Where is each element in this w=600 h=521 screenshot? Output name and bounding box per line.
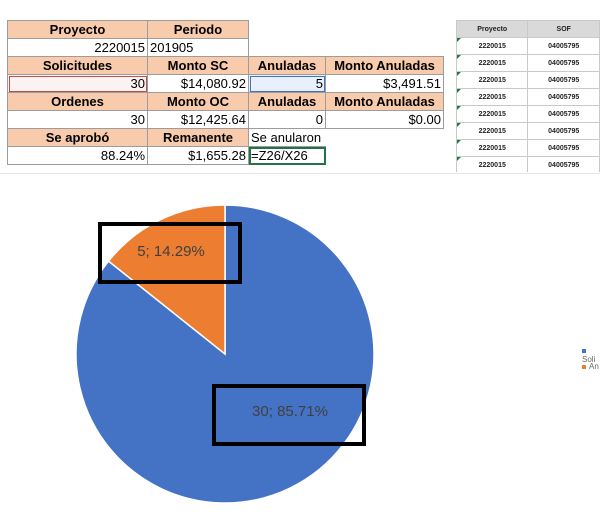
sheet-divider [0,173,600,174]
solicitudes-value[interactable]: 30 [7,74,148,93]
solicitudes-header[interactable]: Solicitudes [7,56,148,75]
proyecto-header[interactable]: Proyecto [7,20,148,39]
side-cell[interactable]: 04005795 [527,54,600,72]
proyecto-value[interactable]: 2220015 [7,38,148,57]
monto-anuladas-header[interactable]: Monto Anuladas [325,56,444,75]
remanente-header[interactable]: Remanente [147,128,249,147]
side-cell[interactable]: 2220015 [456,71,529,89]
summary-table: Proyecto Periodo 2220015 201905 Solicitu… [7,20,444,165]
empty-cell [249,39,326,57]
side-cell[interactable]: 04005795 [527,156,600,172]
side-cell[interactable]: 04005795 [527,122,600,140]
monto-anuladas-value[interactable]: $0.00 [325,110,444,129]
anuladas-value[interactable]: 0 [248,110,326,129]
legend-swatch [582,348,586,353]
monto-anuladas-value[interactable]: $3,491.51 [325,74,444,93]
side-cell[interactable]: 2220015 [456,88,529,106]
formula-cell-active[interactable]: =Z26/X26 [248,146,326,165]
empty-cell [326,21,444,39]
side-cell[interactable]: 04005795 [527,37,600,55]
ordenes-header[interactable]: Ordenes [7,92,148,111]
side-header-sof[interactable]: SOF [527,20,600,38]
legend-label: An [589,362,599,371]
legend-item-solicitudes[interactable]: Soli [582,346,600,364]
side-cell[interactable]: 2220015 [456,122,529,140]
empty-cell [326,39,444,57]
side-header-proyecto[interactable]: Proyecto [456,20,529,38]
monto-anuladas-header[interactable]: Monto Anuladas [325,92,444,111]
se-aprobo-header[interactable]: Se aprobó [7,128,148,147]
empty-cell [249,21,326,39]
annotation-box [98,222,242,284]
anuladas-value[interactable]: 5 [248,74,326,93]
monto-oc-header[interactable]: Monto OC [147,92,249,111]
side-cell[interactable]: 2220015 [456,156,529,172]
annotation-box [212,384,366,446]
empty-cell [326,129,444,147]
pie-slice-anuladas[interactable] [107,204,226,356]
side-cell[interactable]: 2220015 [456,54,529,72]
side-cell[interactable]: 2220015 [456,139,529,157]
side-cell[interactable]: 2220015 [456,105,529,123]
side-cell[interactable]: 04005795 [527,105,600,123]
se-anularon-label[interactable]: Se anularon [251,130,322,145]
empty-cell [326,147,444,165]
side-cell[interactable]: 04005795 [527,139,600,157]
pie-chart[interactable]: 30; 85.71% 5; 14.29% [0,174,600,521]
monto-sc-value[interactable]: $14,080.92 [147,74,249,93]
se-aprobo-value[interactable]: 88.24% [7,146,148,165]
legend-label: Soli [582,355,596,364]
data-label: 5; 14.29% [137,243,205,260]
legend-item-anuladas[interactable]: An [582,362,599,371]
legend-swatch [582,364,586,369]
data-label: 30; 85.71% [252,403,328,420]
side-cell[interactable]: 04005795 [527,88,600,106]
side-cell[interactable]: 04005795 [527,71,600,89]
remanente-value[interactable]: $1,655.28 [147,146,249,165]
monto-sc-header[interactable]: Monto SC [147,56,249,75]
periodo-value[interactable]: 201905 [147,38,249,57]
anuladas-header[interactable]: Anuladas [248,56,326,75]
side-table-viewport: Proyecto SOF 2220015 04005795 2220015 0400… [456,20,600,172]
anuladas-header[interactable]: Anuladas [248,92,326,111]
side-table: Proyecto SOF 2220015 04005795 2220015 0400… [456,20,600,172]
side-cell[interactable]: 2220015 [456,37,529,55]
monto-oc-value[interactable]: $12,425.64 [147,110,249,129]
periodo-header[interactable]: Periodo [147,20,249,39]
ordenes-value[interactable]: 30 [7,110,148,129]
